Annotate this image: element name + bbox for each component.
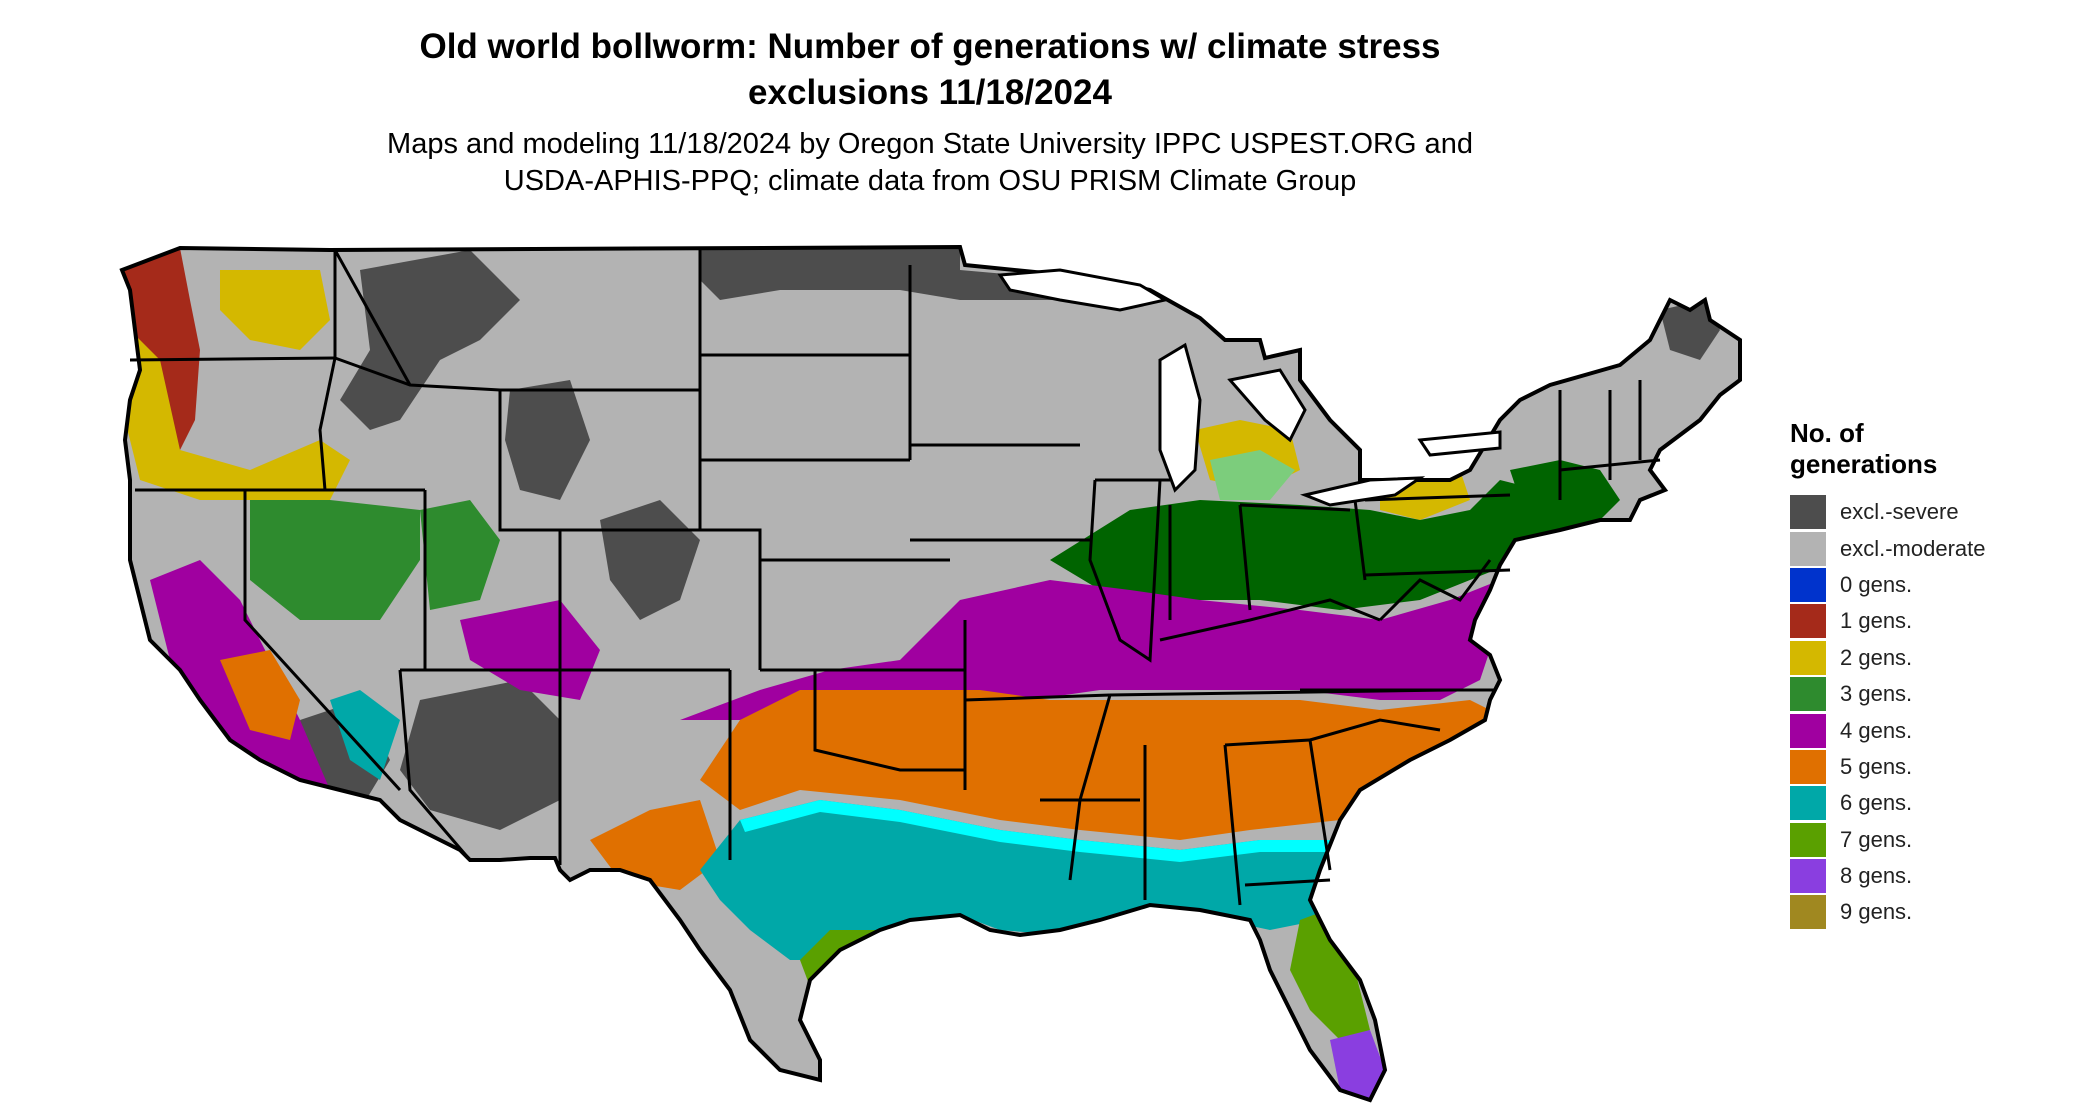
zone-1-gen-washington [122,248,200,450]
zone-4-gen-southwest [460,600,600,700]
legend-items: excl.-severe excl.-moderate 0 gens. 1 gens.… [1790,494,2080,931]
legend-label: 7 gens. [1840,826,1913,852]
zone-excl-severe-wyoming [505,380,590,500]
legend-swatch [1790,786,1826,821]
zone-5-gen-southern-california [220,650,300,740]
legend-item: 1 gens. [1790,603,2080,639]
generation-zones [122,247,1720,1100]
legend-label: 8 gens. [1840,863,1913,889]
legend-label: 5 gens. [1840,753,1913,779]
legend-swatch [1790,531,1826,566]
legend-label: 9 gens. [1840,899,1913,925]
zone-6-gen-cyan-edge [740,800,1340,862]
zone-5-gen-south-band [700,690,1510,840]
border-az [398,669,472,861]
zone-8-gen-south-florida [1330,1030,1385,1100]
border-la-ms [1068,694,1112,881]
border-mo-ar [964,693,1111,702]
legend-label: 6 gens. [1840,790,1913,816]
zone-excl-severe-arizona [400,680,560,830]
legend-swatch [1790,604,1826,639]
border-ga-fl [1244,878,1331,887]
border-in-oh [1168,503,1351,620]
legend-swatch [1790,567,1826,602]
lake-erie [1299,476,1426,507]
zone-5-gen-texas-west [590,800,720,890]
zone-4-gen-central-band [680,560,1520,720]
zone-3-gen-utah [420,500,500,610]
zone-7-gen-florida [1290,905,1370,1040]
border-co [560,528,762,670]
legend-label: 3 gens. [1840,681,1913,707]
border-new-england-south [1559,458,1661,472]
legend-item: 9 gens. [1790,894,2080,930]
lake-michigan [1158,342,1202,493]
border-ok-tx [813,670,965,772]
legend-item: 0 gens. [1790,567,2080,603]
legend-item: 5 gens. [1790,749,2080,785]
state-borders [119,244,1742,1103]
legend-item: 6 gens. [1790,785,2080,821]
zone-6-gen-gulf-band [700,800,1340,960]
legend-item: 7 gens. [1790,822,2080,858]
zone-excl-severe-maine [1660,300,1720,360]
legend-title-line-1: No. of [1790,418,1864,448]
legend-item: 3 gens. [1790,676,2080,712]
legend-swatch [1790,640,1826,675]
legend-item: excl.-moderate [1790,530,2080,566]
legend-item: 8 gens. [1790,858,2080,894]
legend-swatch [1790,859,1826,894]
lake-superior [997,268,1169,312]
legend-swatch [1790,822,1826,857]
legend-swatch [1790,677,1826,712]
legend-label: excl.-moderate [1840,535,1986,561]
legend-item: excl.-severe [1790,494,2080,530]
zone-2-gen-oregon [125,330,350,500]
zone-2-gen-inland-nw [220,270,330,350]
border-il [1088,479,1162,663]
map-subtitle-line-2: USDA-APHIS-PPQ; climate data from OSU PR… [503,165,1357,197]
zone-3-gen-ohio-valley [1050,480,1560,610]
zone-3-gen-great-basin [250,500,420,620]
border-ky-north [1159,598,1381,642]
border-ca-nv [243,490,402,792]
border-sc-nc [1309,718,1441,742]
border-pa-ny [1364,493,1511,502]
legend-item: 4 gens. [1790,712,2080,748]
map-title-line-2: exclusions 11/18/2024 [748,73,1112,112]
border-id [318,250,337,491]
border-mt-id [333,249,412,386]
border-wv-va [1378,559,1492,622]
legend-label: 0 gens. [1840,571,1913,597]
lake-ontario [1417,430,1502,457]
legend-label: 2 gens. [1840,644,1913,670]
legend-label: excl.-severe [1840,499,1959,525]
legend-label: 4 gens. [1840,717,1913,743]
legend: No. of generations excl.-severe excl.-mod… [1790,418,2080,931]
border-mt-wy [334,356,700,392]
us-outline-border [119,244,1742,1103]
zone-3-gen-michigan-light [1210,450,1295,500]
legend-title-line-2: generations [1790,449,1938,479]
lake-huron [1227,368,1307,443]
zone-8-gen-south-texas [820,1000,890,1080]
map-title-line-1: Old world bollworm: Number of generation… [419,27,1441,66]
legend-swatch [1790,713,1826,748]
zone-excl-severe-montana [340,250,520,430]
map-subtitle-line-1: Maps and modeling 11/18/2024 by Oregon S… [387,128,1473,160]
legend-swatch [1790,749,1826,784]
legend-item: 2 gens. [1790,640,2080,676]
great-lakes [997,268,1502,507]
border-pa-south [1364,568,1511,577]
legend-swatch [1790,895,1826,930]
legend-swatch [1790,495,1826,530]
border-oh-pa [1353,499,1367,581]
border-wa-or [129,356,336,362]
border-ms-al [1143,744,1242,906]
legend-label: 1 gens. [1840,608,1913,634]
zone-6-gen-southwest [330,690,400,780]
